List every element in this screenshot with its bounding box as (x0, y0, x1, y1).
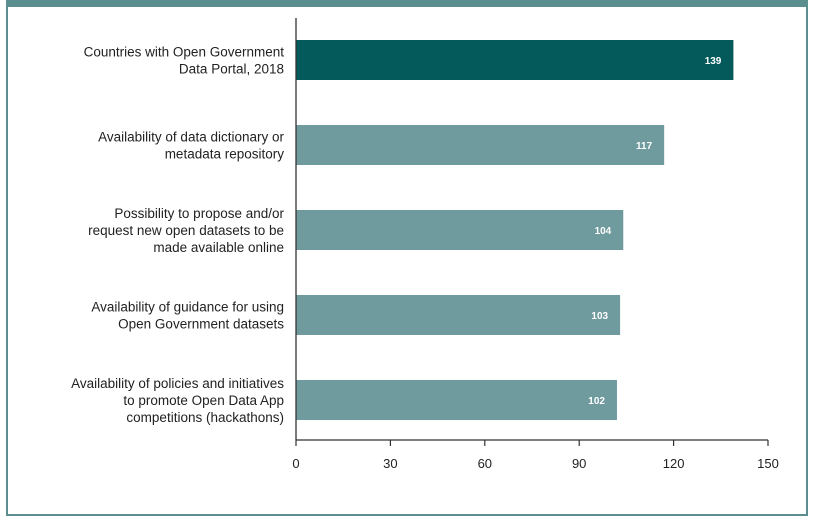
category-label-1-line-1: Countries with Open Government (84, 45, 285, 60)
category-label-4-line-1: Availability of guidance for using (91, 300, 284, 315)
bars-group: 139 117 104 103 102 (296, 40, 734, 420)
bar-2 (296, 125, 665, 165)
category-label-3-line-1: Possibility to propose and/or (114, 206, 284, 221)
category-label-3-line-2: request new open datasets to be (88, 223, 284, 238)
category-label-4-line-2: Open Government datasets (118, 317, 284, 332)
data-label-5: 102 (588, 396, 605, 407)
x-tick-label-4: 90 (572, 456, 586, 471)
x-tick-label-5: 120 (663, 456, 685, 471)
bar-1 (296, 40, 734, 80)
category-label-1-line-2: Data Portal, 2018 (179, 62, 284, 77)
data-label-1: 139 (705, 56, 722, 67)
bar-5 (296, 380, 617, 420)
x-tick-label-1: 0 (292, 456, 299, 471)
x-tick-label-6: 150 (757, 456, 779, 471)
data-label-4: 103 (591, 311, 608, 322)
category-labels: Countries with Open Government Data Porta… (71, 45, 284, 426)
chart-frame (6, 0, 808, 516)
category-label-3-line-3: made available online (153, 240, 284, 255)
category-label-5-line-2: to promote Open Data App (123, 393, 284, 408)
category-label-2-line-1: Availability of data dictionary or (98, 130, 284, 145)
category-label-2-line-2: metadata repository (165, 147, 285, 162)
data-label-2: 117 (636, 141, 653, 152)
bar-3 (296, 210, 624, 250)
x-tick-label-2: 30 (383, 456, 397, 471)
category-label-5-line-1: Availability of policies and initiatives (71, 376, 284, 391)
data-label-3: 104 (595, 226, 612, 237)
x-tick-label-3: 60 (478, 456, 492, 471)
category-label-5-line-3: competitions (hackathons) (126, 410, 284, 425)
bar-4 (296, 295, 621, 335)
x-axis: 0 30 60 90 120 150 (292, 18, 779, 471)
top-accent-bar (6, 0, 808, 7)
